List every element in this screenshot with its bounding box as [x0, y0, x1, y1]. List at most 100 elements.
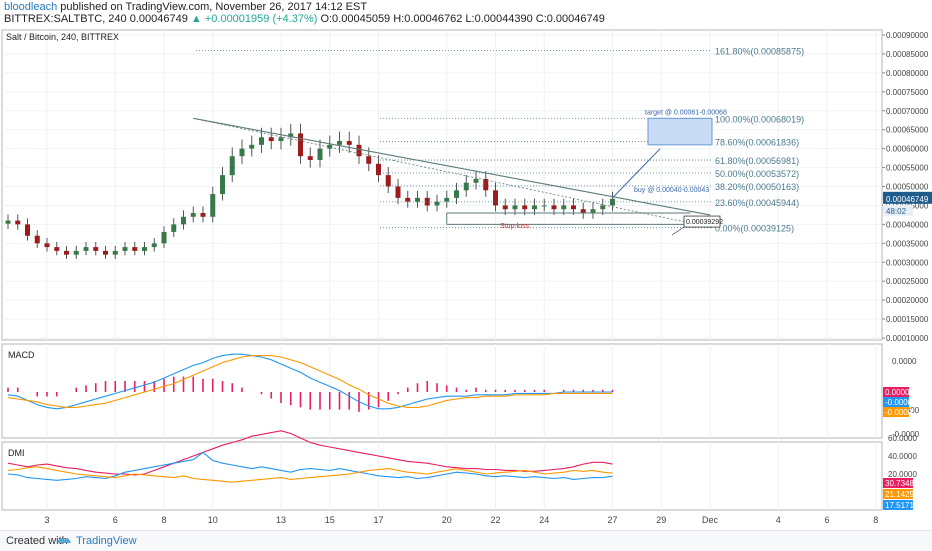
candle-body: [200, 213, 206, 217]
y-tick-label: 0.00025000: [886, 277, 929, 286]
ohlc-values: O:0.00045059 H:0.00046762 L:0.00044390 C…: [317, 13, 605, 25]
x-tick-label: 27: [607, 515, 617, 525]
di-plus-line: [7, 451, 613, 481]
fib-label: 50.00%(0.00053572): [715, 169, 799, 179]
candle-body: [551, 205, 557, 210]
y-tick-label: 0.00040000: [886, 220, 929, 229]
dmi-title: DMI: [8, 448, 25, 458]
dmi-value-badge: [883, 489, 913, 499]
candle-body: [473, 178, 479, 183]
buy-annotation: buy @ 0.00040-0.00043: [634, 187, 709, 194]
candle-body: [366, 156, 372, 164]
dmi-y-tick: 60.0000: [888, 434, 917, 443]
candle-body: [541, 205, 547, 207]
y-tick-label: 0.00010000: [886, 334, 929, 343]
candle-body: [395, 186, 401, 198]
x-tick-label: 22: [490, 515, 500, 525]
y-tick-label: 0.00085000: [886, 50, 929, 59]
x-tick-label: 6: [113, 515, 118, 525]
stop-loss-annotation: Stop-loss: [500, 223, 530, 230]
x-tick-label: 29: [656, 515, 666, 525]
x-tick-label: 3: [44, 515, 49, 525]
candle-body: [307, 156, 313, 160]
candle-body: [15, 220, 21, 225]
publish-info: published on TradingView.com, November 2…: [57, 1, 368, 13]
candle-body: [210, 194, 216, 217]
candle-body: [405, 197, 411, 202]
adx-line: [7, 430, 613, 476]
dmi-value-label: 17.5171: [885, 501, 914, 510]
y-tick-label: 0.00070000: [886, 107, 929, 116]
candle-body: [454, 190, 459, 198]
candle-body: [444, 197, 450, 202]
fib-label: 0.00%(0.00039125): [715, 224, 794, 234]
dmi-y-tick: 20.0000: [888, 470, 917, 479]
fib-label: 161.80%(0.00085875): [715, 47, 804, 57]
candle-body: [5, 220, 11, 224]
dmi-value-label: 21.1429: [885, 490, 914, 499]
macd-value-label: -0.0000: [885, 398, 913, 407]
fib-diagonal-line: [193, 117, 713, 229]
candle-body: [415, 197, 420, 202]
tradingview-logo-icon: [57, 538, 71, 543]
price-chart[interactable]: 3 6 8 10 13 15 17 20 22 24 27 29 Dec 4 6 8 0.00090000 0.0…: [0, 26, 932, 530]
candle-body: [385, 175, 391, 187]
dmi-y-tick: 40.0000: [888, 452, 917, 461]
x-tick-label: 4: [776, 515, 781, 525]
candle-body: [346, 141, 352, 145]
fib-label: 100.00%(0.00068019): [715, 114, 804, 124]
candle-body: [73, 250, 79, 255]
macd-value-badge: [883, 397, 909, 407]
candle-body: [317, 148, 323, 160]
target-annotation: target @ 0.00061-0.00068: [645, 109, 727, 116]
y-tick-label: 0.00035000: [886, 239, 929, 248]
dmi-value-badge: [883, 500, 913, 510]
x-tick-label: 10: [208, 515, 218, 525]
candle-body: [356, 144, 362, 157]
macd-value-label: -0.0000: [885, 408, 913, 417]
candle-body: [532, 205, 537, 210]
x-tick-label: 8: [161, 515, 166, 525]
tradingview-brand-link[interactable]: TradingView: [76, 535, 137, 547]
macd-value-label: 0.0000: [885, 388, 910, 397]
x-tick-label: 6: [824, 515, 829, 525]
candle-body: [190, 213, 196, 217]
target-arrow: [612, 148, 661, 199]
symbol-line: BITTREX:SALTBTC, 240 0.00046749 ▲ +0.000…: [4, 13, 605, 25]
y-tick-label: 0.00080000: [886, 69, 929, 78]
candle-body: [610, 198, 615, 206]
y-tick-label: 0.00015000: [886, 315, 929, 324]
di-minus-line: [7, 466, 613, 483]
candle-body: [463, 182, 469, 191]
y-tick-label: 0.00055000: [886, 164, 929, 173]
macd-y-tick: -0.0000: [892, 430, 920, 439]
candle-body: [512, 205, 518, 210]
candle-body: [424, 197, 430, 206]
macd-line: [7, 353, 613, 410]
macd-value-badge: [883, 387, 909, 397]
last-price-badge: [883, 191, 932, 204]
candle-body: [288, 133, 294, 138]
price-callout-pointer: [671, 226, 685, 236]
candle-body: [25, 224, 30, 236]
candle-body: [522, 205, 528, 210]
candle-body: [122, 247, 128, 251]
candle-body: [34, 235, 40, 244]
footer: Created with TradingView: [0, 530, 932, 551]
macd-value-badge: [883, 407, 909, 417]
candle-body: [239, 148, 245, 157]
candle-body: [376, 163, 381, 176]
x-tick-label: 20: [442, 515, 452, 525]
price-change: ▲ +0.00001959 (+4.37%): [190, 13, 318, 25]
countdown-label: 48:02: [886, 207, 907, 216]
author-link[interactable]: bloodleach: [4, 1, 58, 13]
candle-body: [268, 137, 274, 142]
candle-body: [259, 137, 264, 145]
dmi-value-label: 30.7348: [885, 479, 914, 488]
candle-body: [112, 250, 118, 255]
pane-frame-2: [1, 441, 883, 511]
candle-body: [278, 137, 284, 142]
macd-title: MACD: [8, 350, 35, 360]
macd-signal-line: [7, 355, 613, 408]
candle-body: [103, 250, 108, 255]
